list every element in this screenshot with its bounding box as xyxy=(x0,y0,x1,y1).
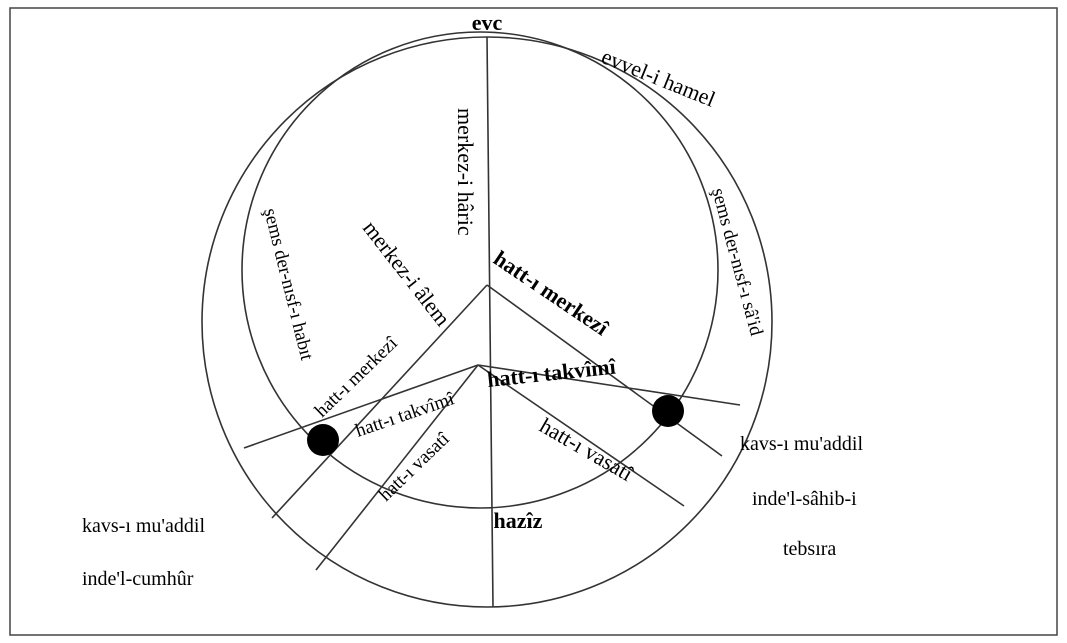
frame xyxy=(9,7,1058,636)
apsis-line xyxy=(486,36,494,608)
arc-right-3: tebsıra xyxy=(783,538,836,560)
eccentric-circle xyxy=(241,31,719,509)
arc-left-2: inde'l-cumhûr xyxy=(82,568,194,590)
ecc-center-label: merkez-i hâric xyxy=(453,108,478,236)
mean-line-right xyxy=(477,364,685,507)
mean-line-left xyxy=(315,364,479,571)
apogee-label: evc xyxy=(472,10,503,35)
center-line-left xyxy=(271,284,488,519)
sun-right xyxy=(652,395,684,427)
arc-left-1: kavs-ı mu'addil xyxy=(82,515,205,537)
center-line-right xyxy=(486,284,723,457)
arc-right-2: inde'l-sâhib-i xyxy=(752,488,857,510)
true-line-left xyxy=(243,364,479,449)
true-line-right xyxy=(477,364,741,406)
sun-left xyxy=(307,424,339,456)
perigee-label: hazîz xyxy=(494,508,543,533)
arc-right-1: kavs-ı mu'addil xyxy=(740,433,863,455)
